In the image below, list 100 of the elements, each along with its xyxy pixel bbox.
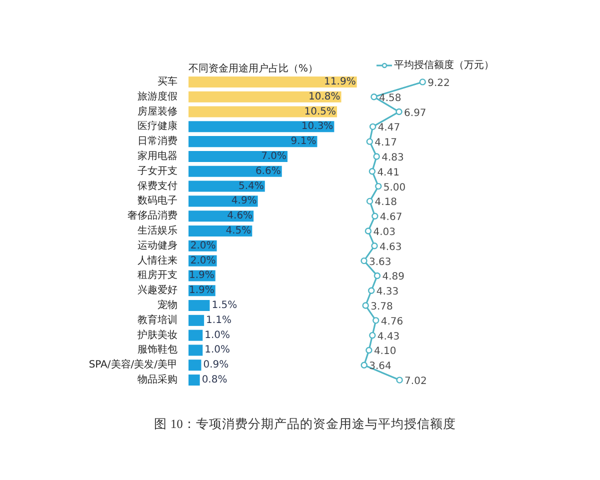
y-tick-label: 物品采购 (138, 374, 178, 386)
point (372, 317, 380, 324)
bar (188, 166, 282, 177)
data-label: 6.97 (404, 108, 426, 119)
y-tick-label: 数码电子 (138, 194, 178, 207)
point (372, 212, 378, 220)
data-label: 4.43 (377, 331, 400, 342)
data-label: 1.1% (206, 314, 232, 326)
data-label: 10.3% (301, 121, 334, 132)
bar (188, 374, 200, 386)
bar (188, 314, 204, 326)
point (369, 123, 376, 130)
data-label: 2.0% (190, 255, 216, 266)
data-label: 0.9% (203, 360, 229, 371)
point (366, 346, 372, 354)
y-tick-label: 医疗健康 (138, 120, 178, 132)
data-label: 1.9% (188, 285, 214, 296)
point (360, 257, 368, 264)
point (362, 302, 369, 309)
data-label: 10.5% (304, 106, 336, 118)
data-label: 4.58 (378, 92, 402, 104)
data-label: 9.1% (290, 136, 316, 148)
point (375, 182, 382, 190)
data-label: 4.6% (227, 210, 253, 222)
y-tick-label: 房屋装修 (138, 105, 178, 118)
data-label: 4.33 (376, 286, 399, 298)
point (366, 198, 374, 205)
bar (188, 76, 357, 88)
data-label: 7.02 (404, 376, 427, 388)
point (374, 272, 381, 280)
data-label: 1.9% (188, 270, 214, 282)
y-tick-label: 生活娱乐 (138, 224, 178, 236)
y-tick-label: 服饰鞋包 (138, 344, 178, 356)
point (368, 287, 375, 294)
data-label: 7.0% (261, 150, 287, 162)
legend-label: 平均授信额度（万元） (394, 58, 494, 72)
point (360, 362, 368, 368)
data-label: 0.8% (202, 374, 228, 386)
data-label: 6.6% (255, 166, 281, 177)
y-tick-label: 租房开支 (138, 269, 178, 282)
point (396, 376, 403, 384)
bar (188, 150, 288, 162)
data-label: 4.83 (382, 152, 404, 164)
y-tick-label: 买车 (158, 75, 178, 88)
point (373, 153, 380, 160)
data-label: 3.63 (369, 256, 392, 268)
point (371, 242, 378, 250)
bar (188, 180, 265, 192)
y-tick-label: 运动健身 (138, 239, 178, 252)
data-label: 5.4% (238, 180, 264, 192)
data-label: 1.0% (204, 344, 230, 356)
point (419, 78, 426, 86)
y-tick-label: 日常消费 (138, 135, 178, 148)
y-tick-label: 护肤美妆 (136, 328, 178, 341)
data-label: 4.63 (379, 242, 402, 253)
data-label: 9.22 (428, 78, 450, 89)
point (368, 168, 376, 175)
bar (188, 360, 202, 371)
data-label: 10.8% (308, 91, 340, 102)
data-label: 4.76 (380, 316, 404, 328)
data-label: 1.5% (212, 300, 238, 312)
caption: 图 10：专项消费分期产品的资金用途与平均授信额度 (154, 416, 456, 433)
point (396, 108, 402, 116)
data-label: 4.17 (374, 138, 397, 149)
y-tick-label: 宠物 (158, 299, 178, 312)
data-label: 3.78 (370, 302, 393, 313)
y-tick-label: 保费支付 (138, 180, 178, 192)
y-tick-label: SPA/美容/美发/美甲 (88, 358, 178, 371)
y-tick-label: 人情往来 (138, 254, 178, 266)
point (370, 94, 378, 100)
data-label: 5.00 (383, 182, 406, 194)
point (369, 332, 376, 339)
data-label: 4.41 (377, 167, 400, 178)
data-label: 4.89 (382, 272, 404, 283)
bar (188, 300, 210, 312)
bar (188, 330, 203, 341)
bar (188, 136, 318, 148)
y-tick-label: 兴趣爱好 (138, 284, 178, 296)
y-tick-label: 家用电器 (138, 150, 178, 162)
data-label: 4.47 (378, 122, 400, 134)
data-label: 1.0% (204, 330, 230, 341)
chart-title: 不同资金用途用户占比（%） (188, 62, 318, 74)
bar (188, 106, 338, 118)
bar (188, 91, 342, 102)
data-label: 4.9% (231, 196, 257, 207)
data-label: 3.64 (369, 361, 392, 372)
point (364, 228, 372, 234)
bar (188, 121, 334, 132)
y-tick-label: 旅游度假 (138, 90, 178, 102)
data-label: 4.03 (373, 227, 396, 238)
data-label: 4.18 (374, 197, 398, 208)
data-label: 11.9% (324, 76, 356, 88)
y-tick-label: 奢侈品消费 (128, 210, 178, 222)
bar (188, 344, 203, 356)
y-tick-label: 子女开支 (138, 164, 178, 177)
point (366, 138, 374, 145)
data-label: 4.5% (226, 226, 252, 236)
data-label: 4.10 (374, 346, 396, 358)
y-tick-label: 教育培训 (138, 314, 178, 326)
data-label: 4.67 (380, 212, 402, 224)
